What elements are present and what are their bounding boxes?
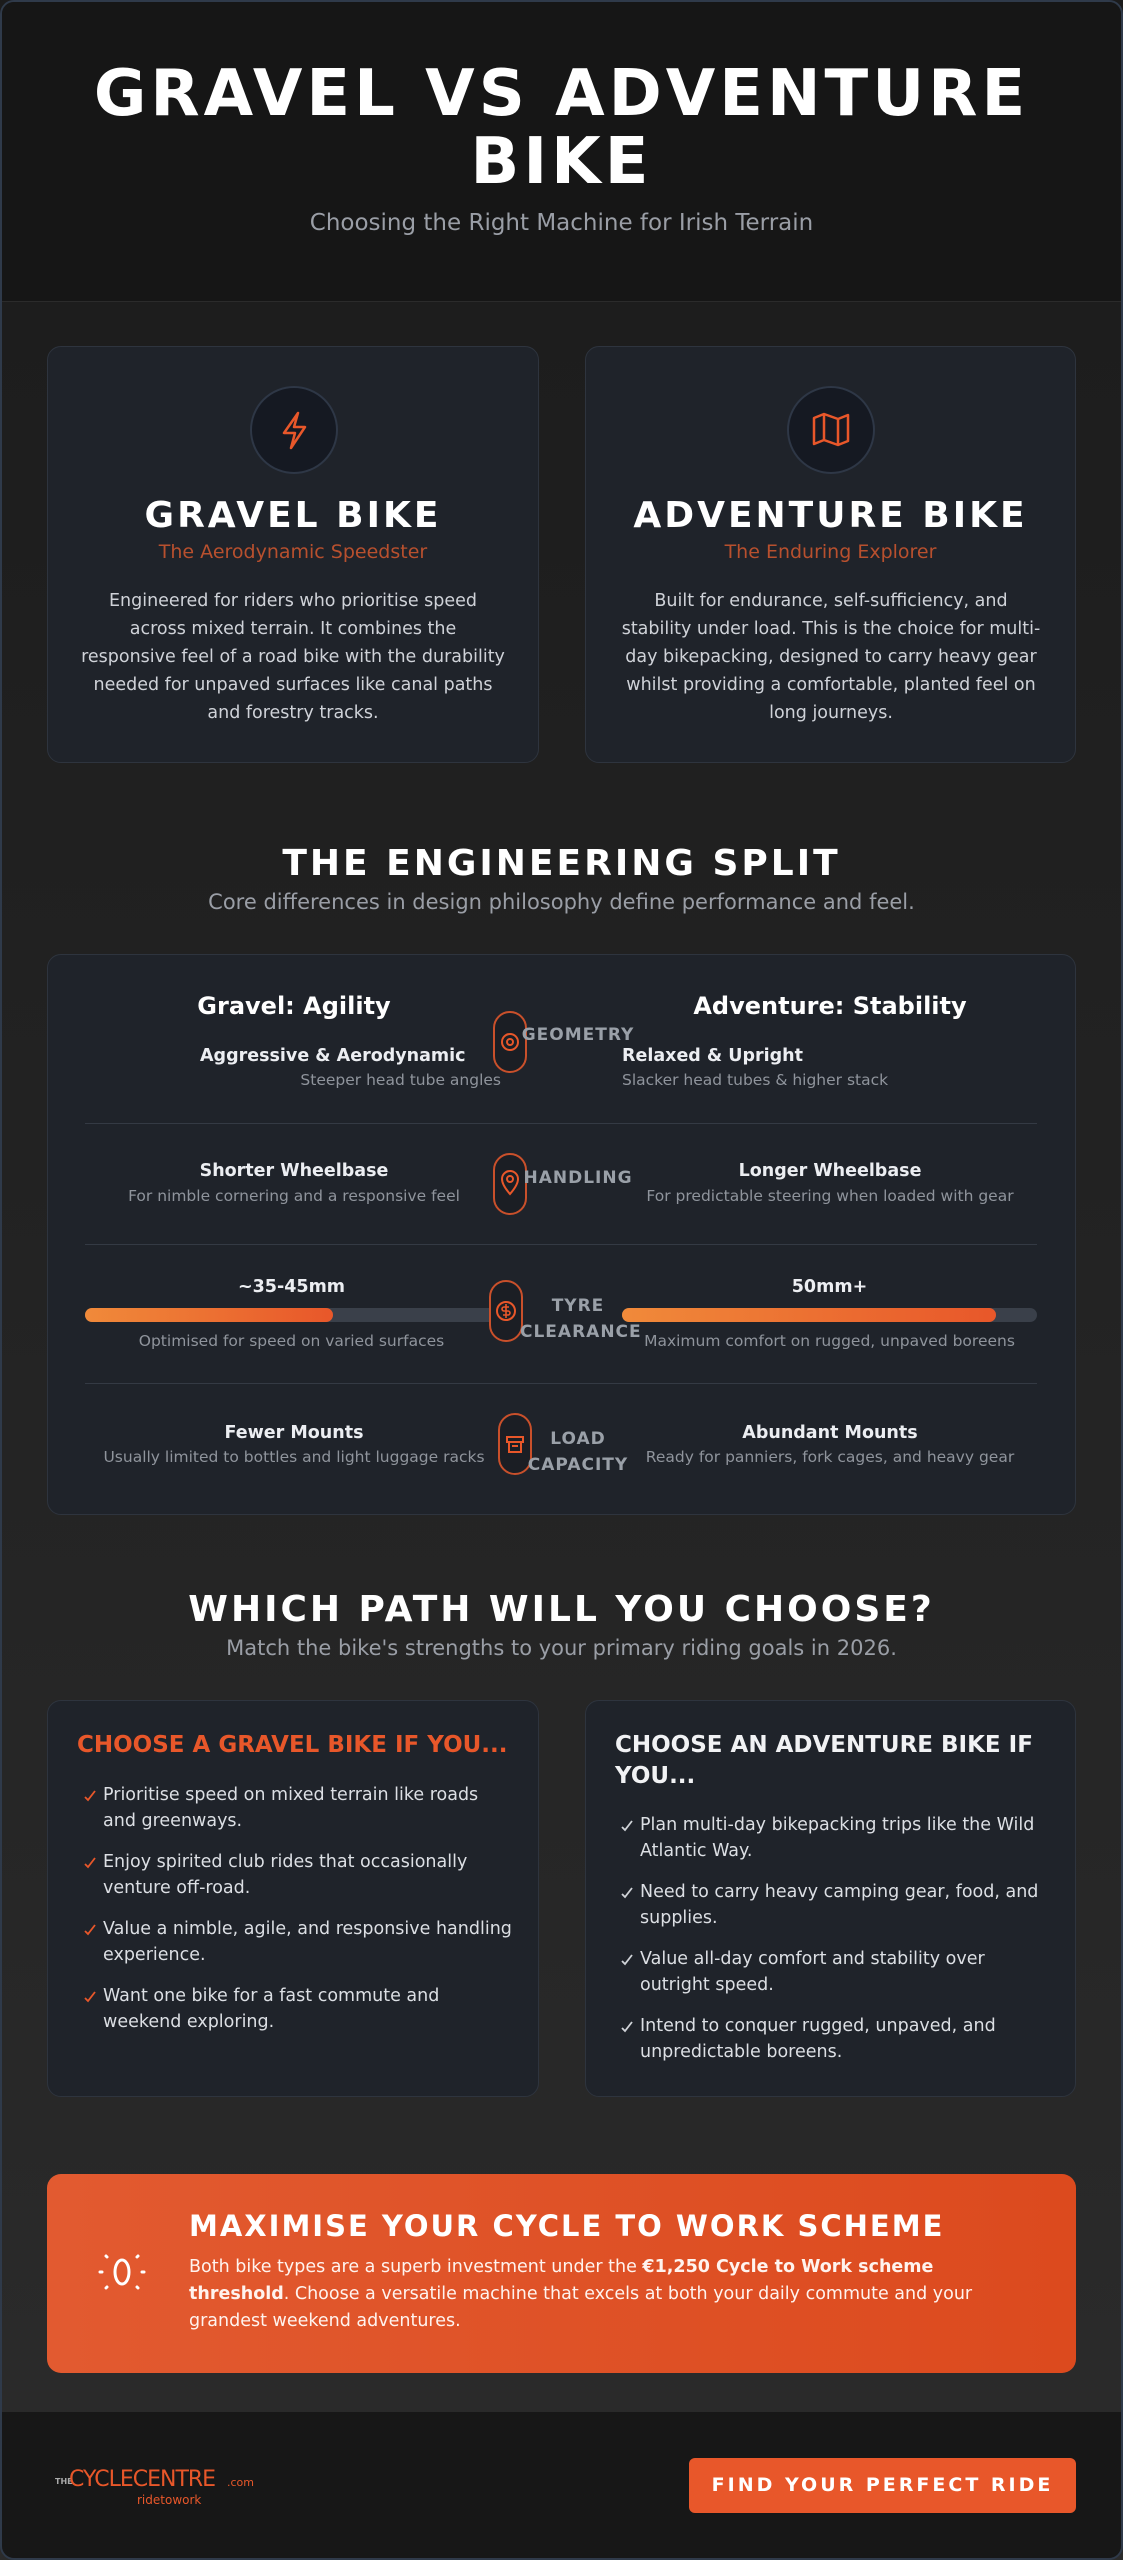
scheme-text-part: Both bike types are a superb investment … xyxy=(189,2257,643,2277)
left-title: Fewer Mounts xyxy=(224,1423,364,1443)
left-text: For nimble cornering and a responsive fe… xyxy=(128,1187,460,1205)
divider xyxy=(85,1244,1037,1245)
right-text: For predictable steering when loaded wit… xyxy=(646,1187,1014,1205)
row-label: TYRE CLEARANCE xyxy=(520,1296,642,1342)
choice-title: CHOOSE AN ADVENTURE BIKE IF YOU... xyxy=(615,1732,1033,1789)
choice-card xyxy=(47,1700,539,2097)
row-icon xyxy=(493,1011,527,1073)
card-tagline: The Enduring Explorer xyxy=(724,541,937,563)
bar-fill xyxy=(85,1308,333,1322)
left-title: ~35-45mm xyxy=(237,1277,346,1297)
row-label: GEOMETRY xyxy=(521,1025,635,1045)
check-icon xyxy=(621,1887,633,1899)
section-title: WHICH PATH WILL YOU CHOOSE? xyxy=(188,1589,935,1630)
scheme-text: Both bike types are a superb investment … xyxy=(189,2254,1039,2335)
divider xyxy=(85,1123,1037,1124)
box-icon xyxy=(506,1436,524,1453)
choice-item: Prioritise speed on mixed terrain like r… xyxy=(103,1785,479,1831)
header xyxy=(2,2,1121,302)
choice-item: Plan multi-day bikepacking trips like th… xyxy=(640,1815,1035,1861)
left-text: Optimised for speed on varied surfaces xyxy=(138,1332,445,1350)
section-title: THE ENGINEERING SPLIT xyxy=(282,843,841,884)
choice-item: Want one bike for a fast commute and wee… xyxy=(103,1986,440,2032)
cta-button[interactable]: FIND YOUR PERFECT RIDE xyxy=(689,2458,1076,2513)
section-subtitle: Core differences in design philosophy de… xyxy=(208,890,915,914)
row-label: LOAD CAPACITY xyxy=(527,1429,629,1475)
bar-fill xyxy=(622,1308,996,1322)
column-heading: Gravel: Agility xyxy=(197,992,391,1020)
scheme-text-part: . Choose a versatile machine that excels… xyxy=(189,2284,973,2331)
bolt-icon xyxy=(250,386,338,474)
check-icon xyxy=(84,1924,96,1936)
right-text: Ready for panniers, fork cages, and heav… xyxy=(645,1448,1015,1466)
subtitle: Choosing the Right Machine for Irish Ter… xyxy=(309,210,814,236)
scheme-banner xyxy=(47,2174,1076,2373)
logo-prefix: THE xyxy=(55,2477,73,2486)
comparison-panel xyxy=(47,954,1076,1515)
title: GRAVEL VS ADVENTURE BIKE xyxy=(93,57,1030,199)
check-icon xyxy=(84,1790,96,1802)
choice-card xyxy=(585,1700,1076,2097)
check-icon xyxy=(621,1954,633,1966)
card-tagline: The Aerodynamic Speedster xyxy=(158,541,428,563)
check-icon xyxy=(84,1857,96,1869)
row-icon xyxy=(489,1280,523,1342)
check-icon xyxy=(621,2021,633,2033)
choice-title: CHOOSE A GRAVEL BIKE IF YOU... xyxy=(77,1732,508,1758)
card-description: Built for endurance, self-sufficiency, a… xyxy=(621,591,1041,723)
right-text: Slacker head tubes & higher stack xyxy=(622,1071,889,1089)
left-title: Shorter Wheelbase xyxy=(199,1161,389,1181)
row-icon xyxy=(493,1153,527,1215)
left-title-text: Aggressive & Aerodynamic xyxy=(200,1046,466,1066)
left-text: Usually limited to bottles and light lug… xyxy=(103,1448,485,1466)
card-title: ADVENTURE BIKE xyxy=(633,495,1028,536)
right-text: Maximum comfort on rugged, unpaved boree… xyxy=(644,1332,1015,1350)
right-title: Relaxed & Upright xyxy=(622,1046,803,1066)
row-label: HANDLING xyxy=(523,1168,633,1188)
coin-icon xyxy=(496,1301,516,1321)
gear-icon xyxy=(501,1033,519,1051)
choice-item: Intend to conquer rugged, unpaved, and u… xyxy=(640,2016,996,2062)
column-heading: Adventure: Stability xyxy=(693,992,967,1020)
right-title: Abundant Mounts xyxy=(742,1423,918,1443)
row-icon xyxy=(498,1413,532,1475)
left-text: Steeper head tube angles xyxy=(300,1071,501,1089)
card-title: GRAVEL BIKE xyxy=(144,495,442,536)
logo-brand: CYCLECENTRE xyxy=(69,2467,216,2492)
choice-item: Value all-day comfort and stability over… xyxy=(640,1949,985,1995)
right-title: 50mm+ xyxy=(791,1277,868,1297)
divider xyxy=(85,1383,1037,1384)
choice-item: Enjoy spirited club rides that occasiona… xyxy=(103,1852,468,1898)
right-title: Longer Wheelbase xyxy=(738,1161,922,1181)
bar-track xyxy=(85,1308,498,1322)
map-icon xyxy=(787,386,875,474)
scheme-highlight: €1,250 Cycle to Work scheme threshold xyxy=(189,2257,934,2304)
choice-item: Value a nimble, agile, and responsive ha… xyxy=(103,1919,512,1965)
left-title: Aggressive & Aerodynamic xyxy=(200,1046,500,1066)
logo-tagline: ridetowork xyxy=(137,2493,202,2507)
bulb-icon xyxy=(98,2254,146,2290)
check-icon xyxy=(621,1820,633,1832)
choice-item: Need to carry heavy camping gear, food, … xyxy=(640,1882,1039,1928)
pin-icon xyxy=(500,1170,520,1196)
card-description: Engineered for riders who prioritise spe… xyxy=(81,591,505,723)
scheme-title: MAXIMISE YOUR CYCLE TO WORK SCHEME xyxy=(189,2209,945,2243)
logo-domain: .com xyxy=(227,2476,254,2489)
bar-track xyxy=(622,1308,1037,1322)
section-subtitle: Match the bike's strengths to your prima… xyxy=(226,1636,897,1660)
check-icon xyxy=(84,1991,96,2003)
